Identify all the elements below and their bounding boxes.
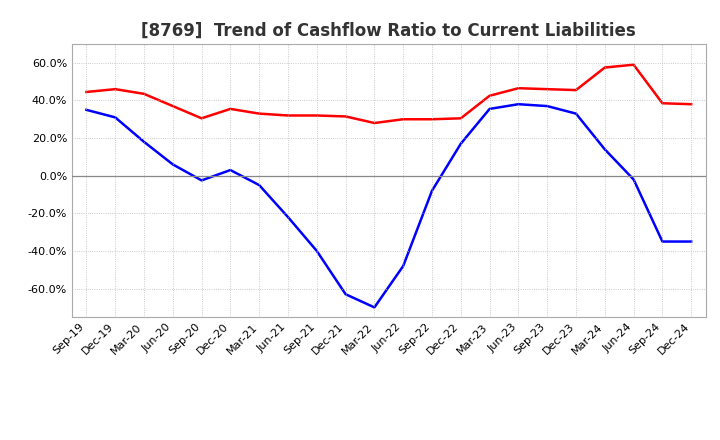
Operating CF to Current Liabilities: [140, 91, 148, 96]
Operating CF to Current Liabilities: [312, 113, 321, 118]
Free CF to Current Liabilities: [629, 177, 638, 182]
Free CF to Current Liabilities: [341, 292, 350, 297]
Operating CF to Current Liabilities: [629, 62, 638, 67]
Operating CF to Current Liabilities: [82, 89, 91, 95]
Operating CF to Current Liabilities: [428, 117, 436, 122]
Operating CF to Current Liabilities: [168, 103, 177, 109]
Free CF to Current Liabilities: [312, 248, 321, 253]
Operating CF to Current Liabilities: [687, 102, 696, 107]
Free CF to Current Liabilities: [82, 107, 91, 113]
Operating CF to Current Liabilities: [399, 117, 408, 122]
Free CF to Current Liabilities: [168, 162, 177, 167]
Free CF to Current Liabilities: [687, 239, 696, 244]
Free CF to Current Liabilities: [370, 305, 379, 310]
Free CF to Current Liabilities: [600, 147, 609, 152]
Free CF to Current Liabilities: [658, 239, 667, 244]
Operating CF to Current Liabilities: [456, 116, 465, 121]
Free CF to Current Liabilities: [226, 167, 235, 172]
Operating CF to Current Liabilities: [255, 111, 264, 116]
Free CF to Current Liabilities: [543, 103, 552, 109]
Free CF to Current Liabilities: [572, 111, 580, 116]
Free CF to Current Liabilities: [399, 264, 408, 269]
Operating CF to Current Liabilities: [111, 87, 120, 92]
Operating CF to Current Liabilities: [341, 114, 350, 119]
Free CF to Current Liabilities: [140, 139, 148, 144]
Free CF to Current Liabilities: [197, 178, 206, 183]
Operating CF to Current Liabilities: [543, 87, 552, 92]
Operating CF to Current Liabilities: [370, 121, 379, 126]
Line: Operating CF to Current Liabilities: Operating CF to Current Liabilities: [86, 65, 691, 123]
Free CF to Current Liabilities: [485, 106, 494, 112]
Text: [8769]  Trend of Cashflow Ratio to Current Liabilities: [8769] Trend of Cashflow Ratio to Curren…: [141, 22, 636, 40]
Free CF to Current Liabilities: [428, 188, 436, 194]
Free CF to Current Liabilities: [514, 102, 523, 107]
Free CF to Current Liabilities: [255, 183, 264, 188]
Operating CF to Current Liabilities: [197, 116, 206, 121]
Line: Free CF to Current Liabilities: Free CF to Current Liabilities: [86, 104, 691, 308]
Free CF to Current Liabilities: [284, 214, 292, 220]
Operating CF to Current Liabilities: [226, 106, 235, 112]
Free CF to Current Liabilities: [456, 141, 465, 147]
Operating CF to Current Liabilities: [514, 85, 523, 91]
Operating CF to Current Liabilities: [284, 113, 292, 118]
Operating CF to Current Liabilities: [600, 65, 609, 70]
Operating CF to Current Liabilities: [572, 88, 580, 93]
Free CF to Current Liabilities: [111, 115, 120, 120]
Operating CF to Current Liabilities: [485, 93, 494, 99]
Operating CF to Current Liabilities: [658, 101, 667, 106]
